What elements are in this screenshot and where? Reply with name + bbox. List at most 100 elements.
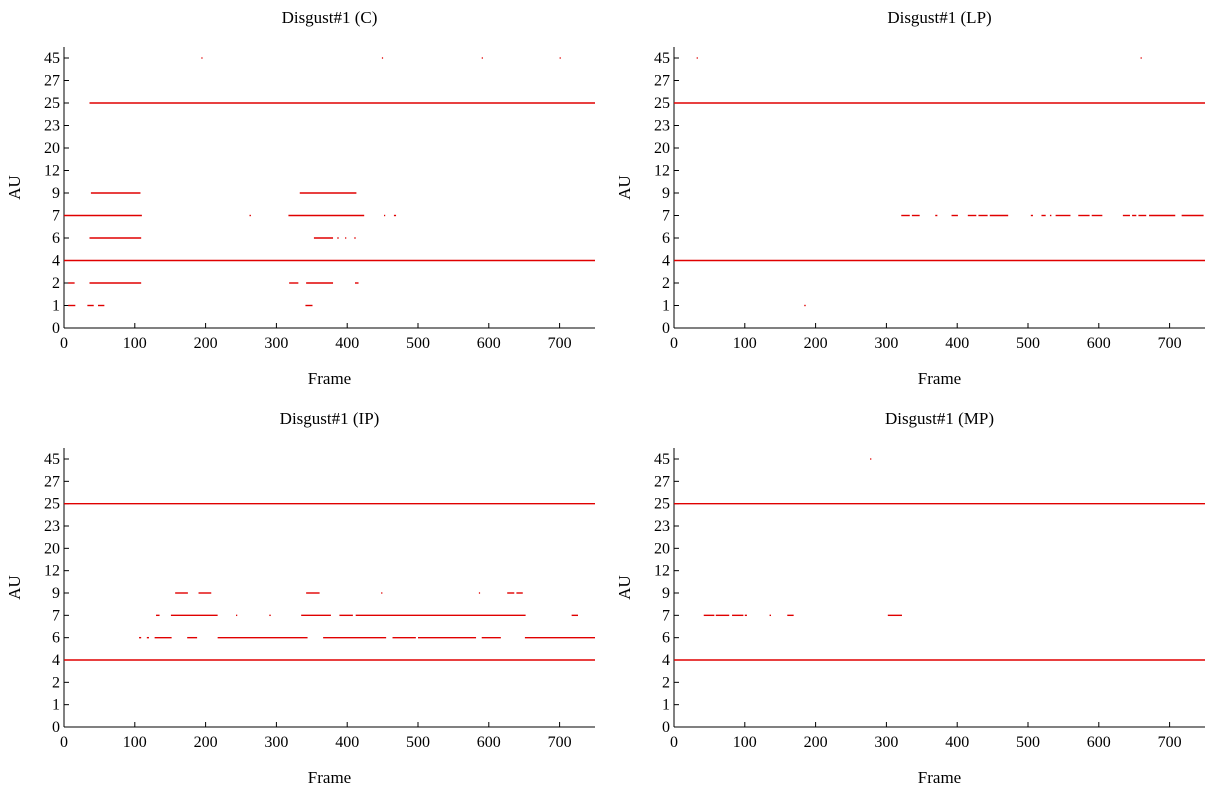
y-axis-label: AU: [5, 175, 24, 200]
y-tick-label: 25: [654, 496, 670, 513]
y-axis-label: AU: [5, 575, 24, 600]
plot-marks: [64, 504, 595, 660]
y-tick-label: 20: [654, 140, 670, 157]
y-tick-label: 27: [654, 73, 670, 90]
x-tick-label: 600: [477, 335, 501, 352]
y-axis-label: AU: [615, 575, 634, 600]
plot-axes: [674, 47, 1205, 328]
chart-title: Disgust#1 (MP): [885, 409, 994, 428]
x-tick-label: 700: [1158, 734, 1182, 751]
x-axis-label: Frame: [918, 768, 961, 787]
plot-axes: [674, 448, 1205, 727]
y-tick-label: 1: [52, 298, 60, 315]
y-tick-label: 27: [44, 473, 60, 490]
plot-axes: [64, 448, 595, 727]
x-tick-label: 200: [804, 734, 828, 751]
x-tick-label: 200: [194, 335, 218, 352]
y-tick-label: 45: [44, 451, 60, 468]
x-tick-label: 0: [60, 335, 68, 352]
y-tick-label: 4: [662, 652, 670, 669]
y-tick-label: 6: [52, 230, 60, 247]
x-tick-label: 300: [264, 734, 288, 751]
y-tick-label: 2: [662, 275, 670, 292]
y-tick-label: 1: [662, 697, 670, 714]
plot-axes: [64, 47, 595, 328]
x-tick-label: 400: [335, 335, 359, 352]
x-tick-label: 0: [670, 335, 678, 352]
y-tick-label: 45: [44, 50, 60, 67]
x-tick-label: 700: [548, 335, 572, 352]
x-tick-label: 300: [874, 335, 898, 352]
x-tick-label: 500: [406, 734, 430, 751]
x-tick-label: 600: [1087, 734, 1111, 751]
x-tick-label: 600: [1087, 335, 1111, 352]
y-tick-label: 7: [662, 607, 670, 624]
y-tick-label: 27: [44, 73, 60, 90]
y-tick-label: 20: [44, 540, 60, 557]
chart-title: Disgust#1 (LP): [887, 8, 991, 27]
y-tick-label: 9: [52, 585, 60, 602]
y-tick-label: 1: [662, 298, 670, 315]
y-tick-label: 23: [44, 118, 60, 135]
panel-ip: Disgust#1 (IP) AU Frame 0124679122023252…: [5, 409, 595, 787]
y-tick-label: 0: [52, 320, 60, 337]
chart-title: Disgust#1 (C): [282, 8, 378, 27]
x-tick-label: 100: [733, 734, 757, 751]
y-tick-label: 9: [662, 185, 670, 202]
x-tick-label: 400: [945, 335, 969, 352]
plot-marks: [64, 58, 595, 306]
x-tick-label: 0: [670, 734, 678, 751]
y-tick-label: 27: [654, 473, 670, 490]
y-tick-label: 12: [44, 163, 60, 180]
y-tick-label: 0: [662, 719, 670, 736]
x-tick-label: 700: [1158, 335, 1182, 352]
y-tick-label: 2: [52, 275, 60, 292]
x-tick-label: 300: [874, 734, 898, 751]
x-tick-label: 200: [194, 734, 218, 751]
panel-lp: Disgust#1 (LP) AU Frame 0124679122023252…: [615, 8, 1205, 388]
x-tick-label: 500: [1016, 734, 1040, 751]
x-tick-label: 500: [406, 335, 430, 352]
plot-marks: [674, 459, 1205, 660]
x-tick-label: 600: [477, 734, 501, 751]
x-axis-label: Frame: [308, 369, 351, 388]
x-tick-label: 700: [548, 734, 572, 751]
y-tick-label: 2: [52, 674, 60, 691]
y-tick-label: 45: [654, 50, 670, 67]
x-tick-label: 100: [123, 335, 147, 352]
y-tick-label: 25: [44, 496, 60, 513]
y-tick-label: 12: [654, 163, 670, 180]
y-tick-label: 1: [52, 697, 60, 714]
y-tick-label: 23: [44, 518, 60, 535]
y-tick-label: 0: [662, 320, 670, 337]
y-axis-label: AU: [615, 175, 634, 200]
y-tick-label: 23: [654, 518, 670, 535]
x-tick-label: 300: [264, 335, 288, 352]
y-tick-label: 25: [44, 95, 60, 112]
y-tick-label: 9: [52, 185, 60, 202]
y-tick-label: 7: [52, 607, 60, 624]
x-axis-label: Frame: [308, 768, 351, 787]
x-tick-label: 100: [733, 335, 757, 352]
y-tick-label: 7: [662, 208, 670, 225]
x-tick-label: 400: [335, 734, 359, 751]
y-tick-label: 12: [654, 563, 670, 580]
y-tick-label: 20: [44, 140, 60, 157]
chart-title: Disgust#1 (IP): [280, 409, 380, 428]
y-tick-label: 4: [52, 652, 60, 669]
y-tick-label: 6: [662, 630, 670, 647]
y-tick-label: 2: [662, 674, 670, 691]
y-tick-label: 23: [654, 118, 670, 135]
y-tick-label: 20: [654, 540, 670, 557]
x-tick-label: 100: [123, 734, 147, 751]
panel-mp: Disgust#1 (MP) AU Frame 0124679122023252…: [615, 409, 1205, 787]
y-tick-label: 4: [662, 253, 670, 270]
plot-marks: [674, 58, 1205, 306]
x-axis-label: Frame: [918, 369, 961, 388]
y-tick-label: 6: [52, 630, 60, 647]
